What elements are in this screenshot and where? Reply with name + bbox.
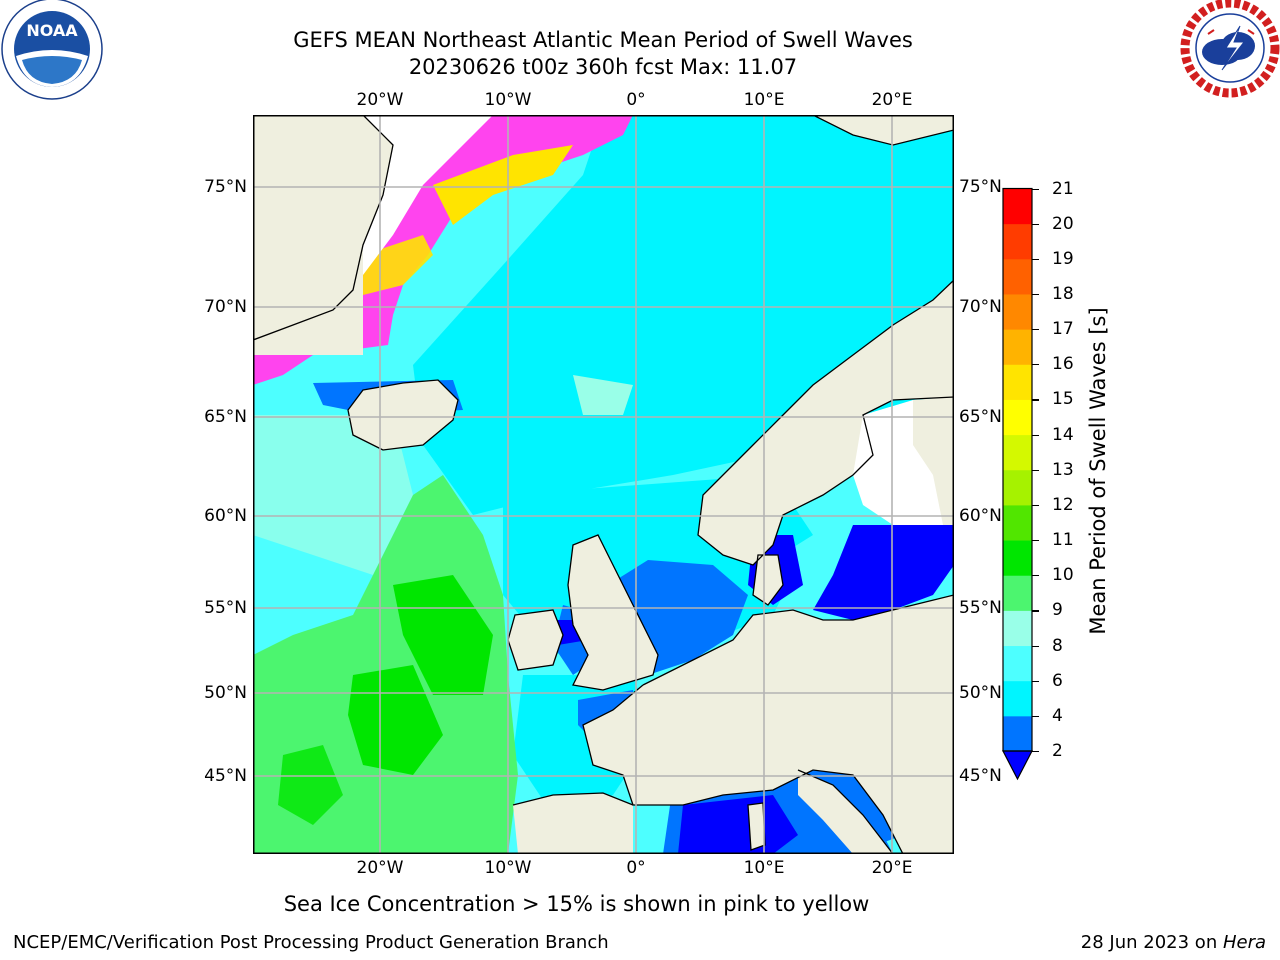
colorbar-tick-mark — [1032, 329, 1039, 331]
map-title: GEFS MEAN Northeast Atlantic Mean Period… — [293, 28, 913, 52]
lon-tick-top: 20°E — [871, 90, 913, 110]
colorbar-tick-label: 2 — [1052, 741, 1063, 761]
colorbar-segment — [1003, 469, 1032, 506]
colorbar-segment — [1003, 575, 1032, 611]
lon-tick-bottom: 20°E — [871, 858, 913, 878]
lat-tick-left: 55°N — [204, 598, 247, 618]
colorbar-tick-mark — [1032, 751, 1039, 753]
lat-tick-left: 60°N — [204, 506, 247, 526]
colorbar-tick-mark — [1032, 680, 1039, 682]
colorbar-segment — [1003, 504, 1032, 541]
colorbar-segment — [1003, 645, 1032, 682]
colorbar-tick-mark — [1032, 469, 1039, 471]
colorbar-tick-mark — [1032, 575, 1039, 577]
colorbar-tick-label: 12 — [1052, 494, 1074, 515]
lat-tick-left: 50°N — [204, 683, 247, 703]
colorbar-tick-label: 6 — [1052, 670, 1063, 691]
colorbar-segment — [1003, 540, 1032, 576]
colorbar-tick-mark — [1032, 364, 1039, 366]
nws-logo-icon — [1180, 0, 1280, 98]
lat-tick-left: 75°N — [204, 177, 247, 197]
lat-tick-right: 60°N — [959, 506, 1002, 526]
colorbar-tick-mark — [1032, 610, 1039, 612]
colorbar-segments — [1003, 188, 1032, 752]
colorbar-segment — [1003, 293, 1032, 330]
lat-tick-right: 75°N — [959, 177, 1002, 197]
colorbar-tick-label: 17 — [1052, 319, 1074, 340]
colorbar-tick-label: 21 — [1052, 178, 1074, 199]
colorbar-tick-label: 11 — [1052, 530, 1074, 551]
colorbar-tick-label: 9 — [1052, 600, 1063, 621]
colorbar-tick-mark — [1032, 293, 1039, 296]
lat-tick-right: 45°N — [959, 766, 1002, 786]
colorbar-segment — [1003, 364, 1032, 400]
lat-tick-right: 50°N — [959, 683, 1002, 703]
noaa-logo-icon: NOAA — [1, 0, 103, 100]
footer-host: Hera — [1222, 932, 1266, 953]
lat-tick-right: 65°N — [959, 407, 1002, 427]
colorbar-segment — [1003, 399, 1032, 436]
colorbar-tick-mark — [1032, 540, 1039, 542]
colorbar-segment — [1003, 434, 1032, 471]
colorbar-tick-label: 15 — [1052, 389, 1074, 410]
colorbar-tick-label: 13 — [1052, 459, 1074, 480]
lon-tick-bottom: 10°E — [743, 858, 785, 878]
colorbar-segment — [1003, 610, 1032, 647]
colorbar-tick-mark — [1032, 504, 1039, 507]
swell-period-map — [253, 115, 954, 854]
colorbar-tick-mark — [1032, 258, 1039, 260]
colorbar-tick-label: 18 — [1052, 283, 1074, 304]
ice-note: Sea Ice Concentration > 15% is shown in … — [283, 892, 870, 916]
lat-tick-right: 70°N — [959, 297, 1002, 317]
colorbar-segment — [1003, 223, 1032, 260]
colorbar-tick-mark — [1032, 188, 1039, 190]
colorbar-tick-label: 4 — [1052, 705, 1063, 726]
colorbar-tick-mark — [1032, 223, 1039, 225]
colorbar-tick-mark — [1032, 715, 1039, 718]
colorbar-segment — [1003, 329, 1032, 365]
lon-tick-bottom: 0° — [626, 858, 646, 878]
colorbar-tick-label: 8 — [1052, 635, 1063, 656]
colorbar-tick-label: 20 — [1052, 213, 1074, 234]
lon-tick-bottom: 10°W — [484, 858, 532, 878]
colorbar-segment — [1003, 258, 1032, 295]
colorbar-tick-label: 10 — [1052, 565, 1074, 586]
lon-tick-top: 0° — [626, 90, 646, 110]
colorbar-segment — [1003, 715, 1032, 752]
colorbar-tick-mark — [1032, 434, 1039, 436]
colorbar-tick-mark — [1032, 645, 1039, 647]
map-subtitle: 20230626 t00z 360h fcst Max: 11.07 — [408, 55, 798, 79]
colorbar — [1002, 187, 1033, 781]
colorbar-label: Mean Period of Swell Waves [s] — [1086, 307, 1110, 635]
lon-tick-top: 20°W — [356, 90, 404, 110]
colorbar-segment — [1003, 188, 1032, 225]
colorbar-tick-mark — [1032, 399, 1039, 401]
colorbar-extend-arrow — [1002, 750, 1033, 781]
colorbar-segment — [1003, 680, 1032, 717]
noaa-logo-text: NOAA — [26, 21, 78, 40]
footer-date-text: 28 Jun 2023 on — [1080, 932, 1223, 953]
colorbar-tick-label: 19 — [1052, 248, 1074, 269]
lat-tick-right: 55°N — [959, 598, 1002, 618]
footer-producer: NCEP/EMC/Verification Post Processing Pr… — [13, 932, 609, 953]
lon-tick-top: 10°E — [743, 90, 785, 110]
colorbar-tick-label: 14 — [1052, 424, 1074, 445]
lon-tick-bottom: 20°W — [356, 858, 404, 878]
lon-tick-top: 10°W — [484, 90, 532, 110]
lat-tick-left: 45°N — [204, 766, 247, 786]
colorbar-tick-label: 16 — [1052, 354, 1074, 375]
footer-date: 28 Jun 2023 on Hera — [1081, 932, 1266, 954]
lat-tick-left: 70°N — [204, 297, 247, 317]
lat-tick-left: 65°N — [204, 407, 247, 427]
